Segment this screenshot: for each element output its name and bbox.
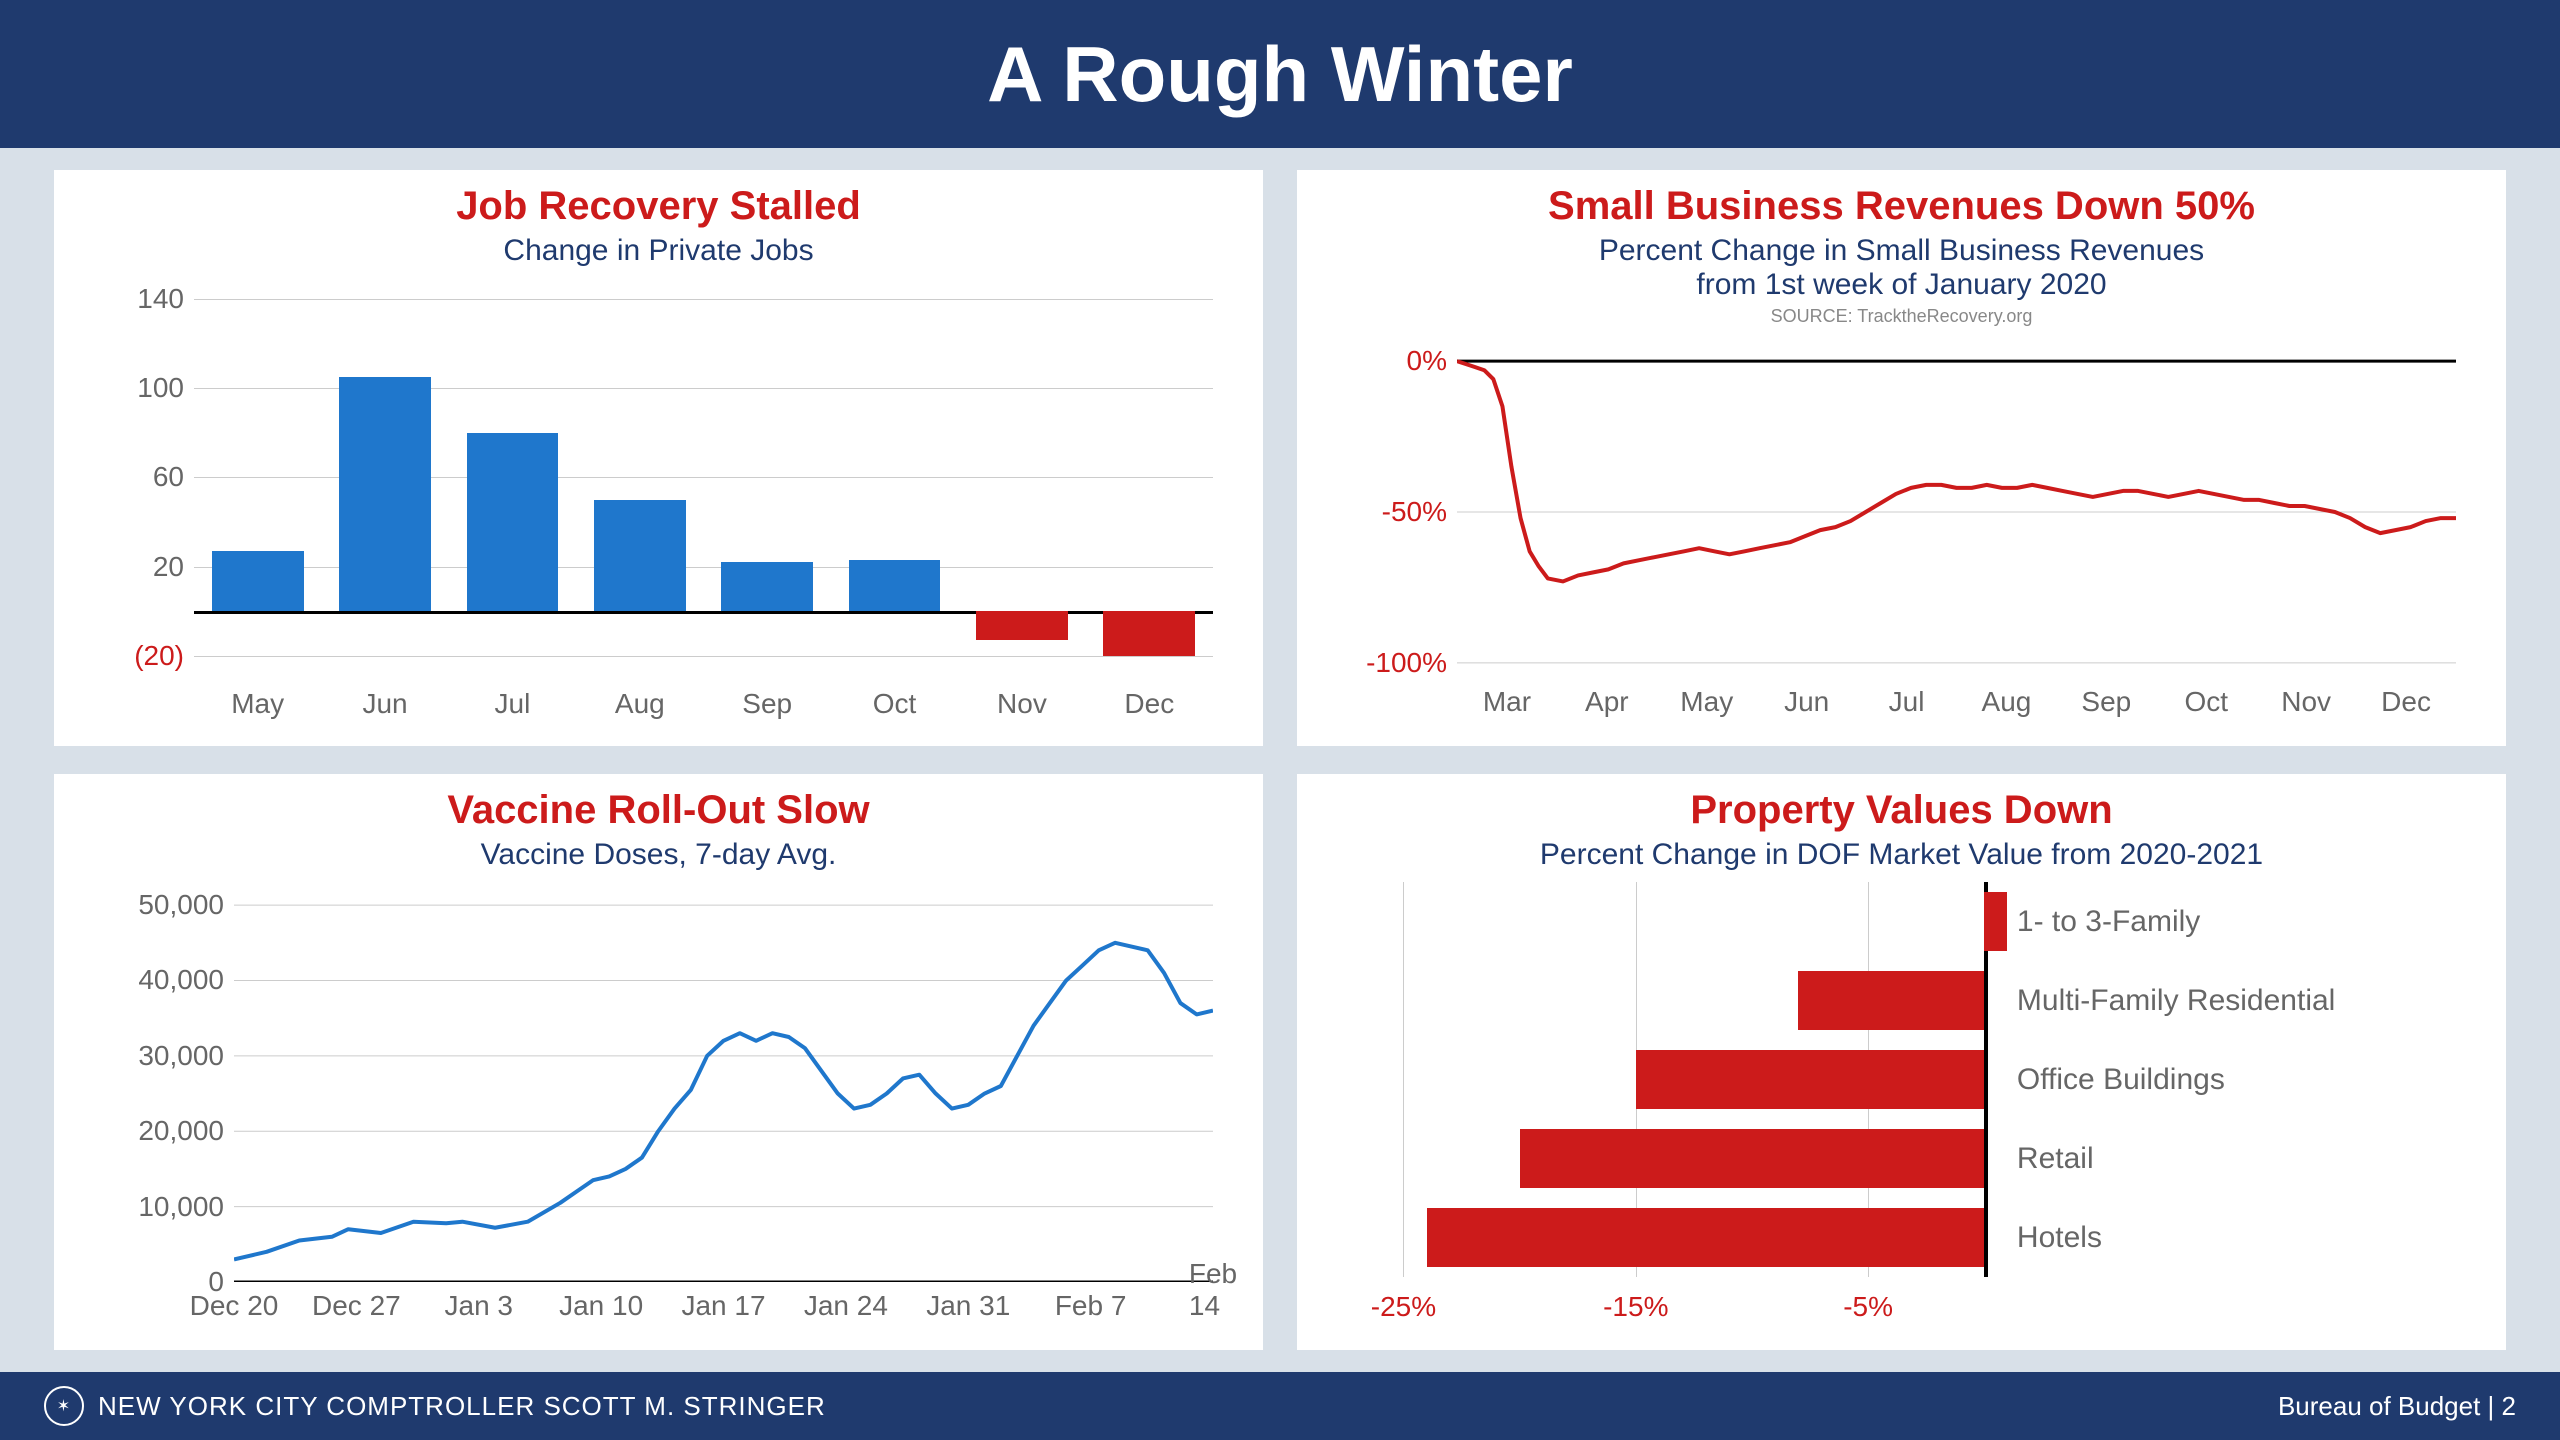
bar [212, 551, 304, 611]
x-tick-label: Jan 24 [804, 1290, 888, 1322]
seal-icon: ✶ [44, 1386, 84, 1426]
x-tick-label: Jan 10 [559, 1290, 643, 1322]
x-tick-label: Jul [495, 688, 531, 720]
y-tick-label: 50,000 [138, 889, 224, 921]
x-tick-label: Sep [2081, 686, 2131, 718]
y-tick-label: 40,000 [138, 964, 224, 996]
panel-vaccine: Vaccine Roll-Out Slow Vaccine Doses, 7-d… [54, 774, 1263, 1350]
x-tick-label: Jan 3 [445, 1290, 514, 1322]
x-tick-label: Dec [1124, 688, 1174, 720]
chart-grid: Job Recovery Stalled Change in Private J… [54, 170, 2506, 1350]
title-bar: A Rough Winter [0, 0, 2560, 148]
revenue-chart-area: -100% -50% 0% Mar Apr May Jun Jul Aug Sep Oct Nov De… [1327, 327, 2476, 728]
x-tick-label: Jan 17 [681, 1290, 765, 1322]
x-tick-label: Aug [1982, 686, 2032, 718]
y-tick-label: -50% [1382, 496, 1447, 528]
y-tick-label: 100 [94, 372, 184, 404]
x-tick-label: Nov [2281, 686, 2331, 718]
panel-property: Property Values Down Percent Change in D… [1297, 774, 2506, 1350]
x-tick-label: Feb 7 [1055, 1290, 1127, 1322]
x-tick-label: -25% [1371, 1291, 1436, 1323]
hbar [1636, 1050, 1984, 1108]
hbar [1427, 1208, 1985, 1266]
x-tick-label: Jun [362, 688, 407, 720]
x-tick-label: Mar [1483, 686, 1531, 718]
category-label: Hotels [2017, 1221, 2102, 1255]
category-label: Office Buildings [2017, 1063, 2225, 1097]
bar [849, 560, 941, 611]
bar [976, 611, 1068, 640]
category-label: 1- to 3-Family [2017, 905, 2200, 939]
panel-revenue: Small Business Revenues Down 50% Percent… [1297, 170, 2506, 746]
footer-right: Bureau of Budget | 2 [2278, 1391, 2516, 1422]
panel-jobs: Job Recovery Stalled Change in Private J… [54, 170, 1263, 746]
y-tick-label: 0% [1407, 345, 1447, 377]
x-tick-label: -15% [1603, 1291, 1668, 1323]
vaccine-title: Vaccine Roll-Out Slow [84, 788, 1233, 832]
footer-bar: ✶ NEW YORK CITY COMPTROLLER SCOTT M. STR… [0, 1372, 2560, 1440]
property-chart-area: -25% -15% -5% 1- to 3-Family Multi-Family Re… [1327, 872, 2476, 1332]
y-tick-label: 60 [94, 461, 184, 493]
x-tick-label: Dec 20 [190, 1290, 279, 1322]
y-tick-label: 140 [94, 283, 184, 315]
footer-org: NEW YORK CITY COMPTROLLER SCOTT M. STRIN… [98, 1391, 826, 1422]
y-tick-label: 20 [94, 551, 184, 583]
x-tick-label: Oct [873, 688, 917, 720]
x-tick-label: Feb 14 [1189, 1258, 1237, 1322]
revenue-title: Small Business Revenues Down 50% [1327, 184, 2476, 228]
x-tick-label: May [231, 688, 284, 720]
vaccine-chart-area: 010,00020,00030,00040,00050,000Dec 20Dec… [84, 872, 1233, 1332]
x-tick-label: Jul [1889, 686, 1925, 718]
bar [721, 562, 813, 611]
category-label: Retail [2017, 1142, 2094, 1176]
bar [1103, 611, 1195, 656]
page-title: A Rough Winter [987, 29, 1573, 120]
y-tick-label: 10,000 [138, 1191, 224, 1223]
property-subtitle: Percent Change in DOF Market Value from … [1327, 838, 2476, 872]
x-tick-label: Dec [2381, 686, 2431, 718]
property-title: Property Values Down [1327, 788, 2476, 832]
footer-left: ✶ NEW YORK CITY COMPTROLLER SCOTT M. STR… [44, 1386, 826, 1426]
x-tick-label: Aug [615, 688, 665, 720]
x-tick-label: Jan 31 [926, 1290, 1010, 1322]
jobs-subtitle: Change in Private Jobs [84, 234, 1233, 268]
revenue-source: SOURCE: TracktheRecovery.org [1327, 306, 2476, 327]
x-tick-label: Dec 27 [312, 1290, 401, 1322]
x-tick-label: May [1680, 686, 1733, 718]
x-tick-label: Apr [1585, 686, 1629, 718]
bar [467, 433, 559, 611]
hbar [1984, 892, 2007, 950]
x-tick-label: Jun [1784, 686, 1829, 718]
vaccine-subtitle: Vaccine Doses, 7-day Avg. [84, 838, 1233, 872]
y-tick-label: 20,000 [138, 1115, 224, 1147]
y-tick-label: 30,000 [138, 1040, 224, 1072]
x-tick-label: Oct [2184, 686, 2228, 718]
x-tick-label: Nov [997, 688, 1047, 720]
hbar [1520, 1129, 1985, 1187]
x-tick-label: Sep [742, 688, 792, 720]
jobs-chart-area: (20) 20 60 100 140 May Jun Jul Aug Sep Oct Nov Dec [84, 268, 1233, 728]
y-tick-label: -100% [1366, 647, 1447, 679]
x-tick-label: -5% [1843, 1291, 1893, 1323]
bar [594, 500, 686, 611]
revenue-subtitle: Percent Change in Small Business Revenue… [1327, 234, 2476, 302]
y-tick-label: (20) [94, 640, 184, 672]
category-label: Multi-Family Residential [2017, 984, 2335, 1018]
jobs-title: Job Recovery Stalled [84, 184, 1233, 228]
bar [339, 377, 431, 611]
hbar [1798, 971, 1984, 1029]
